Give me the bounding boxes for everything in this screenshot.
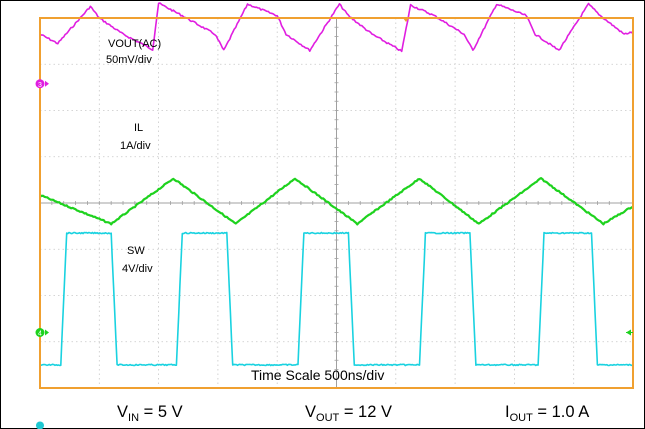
il-label: IL <box>134 122 143 134</box>
trigger-marker-icon <box>403 18 409 22</box>
il-scale-label: 1A/div <box>120 140 151 152</box>
trace-sw <box>39 231 634 367</box>
condition-iout: IOUT = 1.0 A <box>505 403 589 424</box>
plot-frame <box>39 17 634 389</box>
channel-number-vout: 3 <box>38 82 42 89</box>
trace-vout-ac <box>39 2 634 53</box>
channel-arrow-il-icon <box>45 329 49 336</box>
channel-number-il: 4 <box>38 331 42 338</box>
sw-label: SW <box>127 245 145 257</box>
condition-vin: VIN = 5 V <box>117 403 183 424</box>
time-scale-label: Time Scale 500ns/div <box>251 367 384 383</box>
channel-marker-il <box>35 328 45 337</box>
vout-scale-label: 50mV/div <box>106 54 152 66</box>
channel-marker-sw <box>36 421 44 429</box>
condition-vout: VOUT = 12 V <box>305 403 392 424</box>
trace-il <box>39 177 634 226</box>
channel-marker-vout <box>35 79 45 89</box>
sw-scale-label: 4V/div <box>122 263 153 275</box>
vout-label: VOUT(AC) <box>108 38 161 50</box>
channel-markers: 34 <box>35 79 633 429</box>
traces-layer <box>39 2 634 367</box>
channel-arrow-vout-icon <box>45 80 49 87</box>
